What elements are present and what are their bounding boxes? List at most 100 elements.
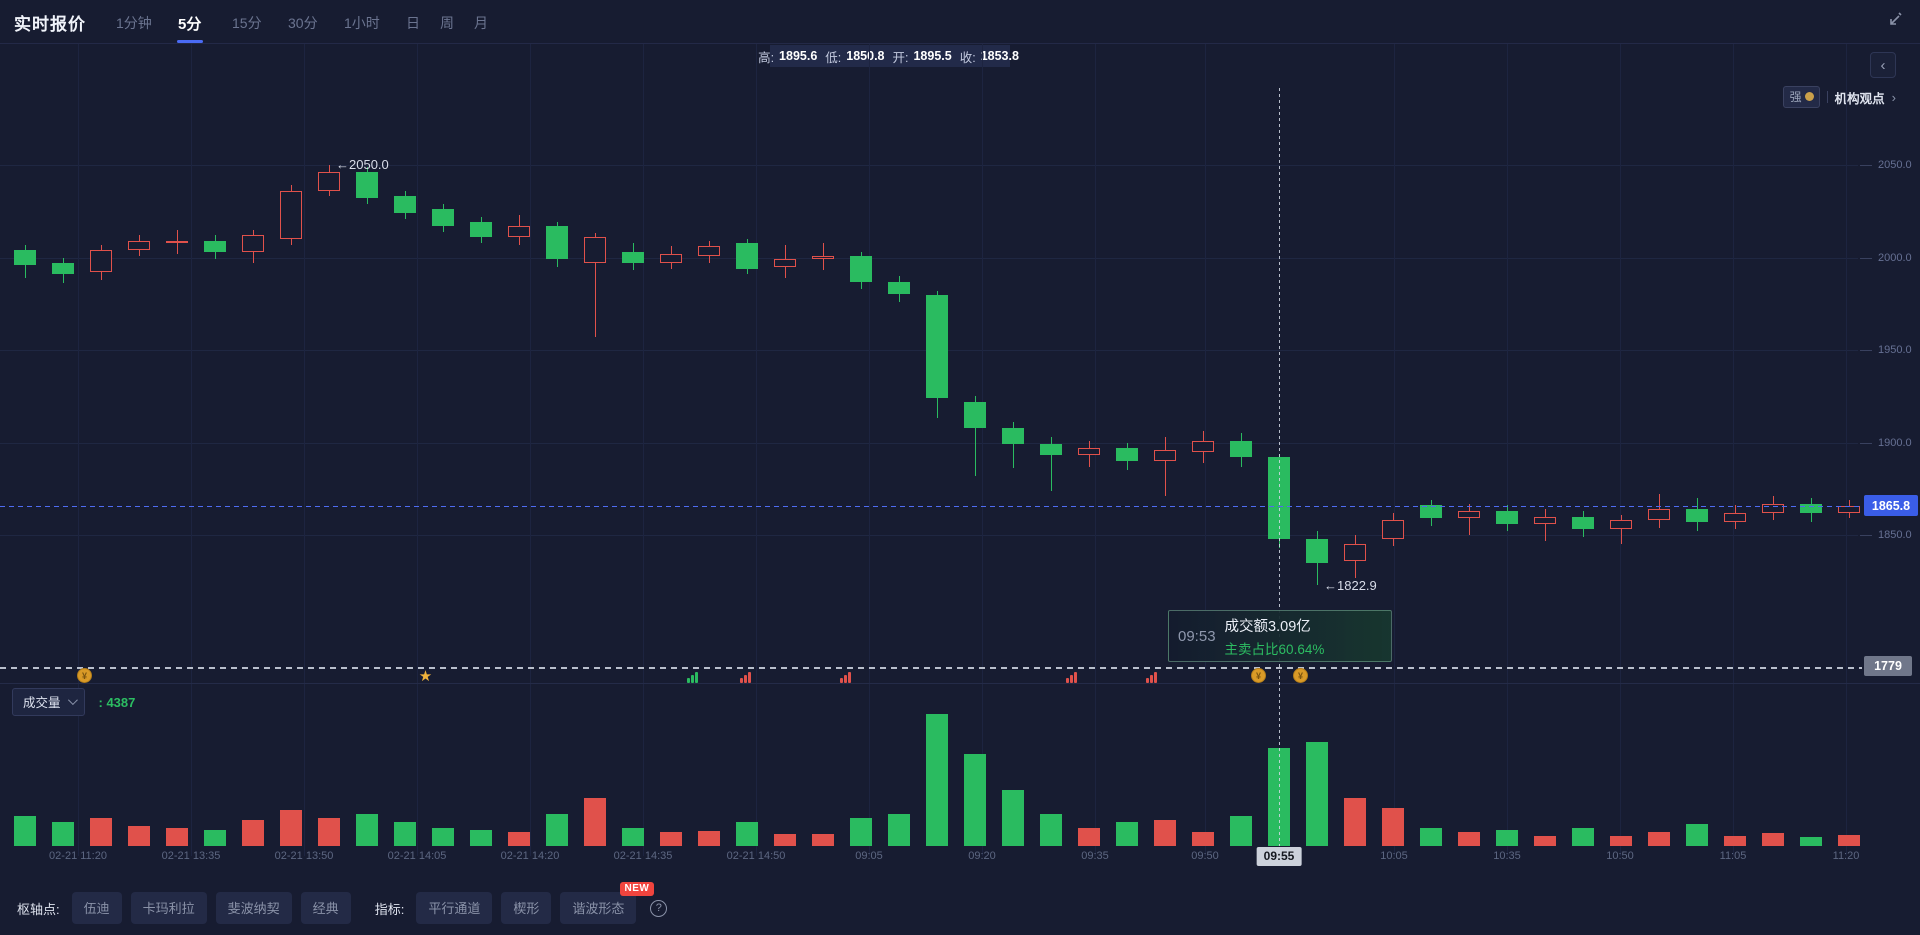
candle-body bbox=[52, 263, 74, 275]
volume-indicator-button[interactable]: 成交量 bbox=[12, 688, 85, 716]
coin-icon bbox=[1804, 92, 1814, 101]
pivot-classic-button[interactable]: 经典 bbox=[300, 892, 351, 924]
pivot-fibonacci-button[interactable]: 斐波纳契 bbox=[215, 892, 292, 924]
sell-signal-marker[interactable] bbox=[1144, 668, 1159, 683]
volume-bar bbox=[52, 822, 74, 846]
time-gridline bbox=[78, 44, 79, 856]
time-gridline bbox=[982, 44, 983, 856]
low-value: 1850.8 bbox=[846, 49, 885, 63]
volume-bar bbox=[1458, 832, 1480, 846]
open-label: 开: bbox=[892, 50, 909, 65]
candle-body bbox=[1420, 505, 1442, 519]
x-axis-label: 02-21 11:20 bbox=[49, 850, 107, 862]
close-value: 1853.8 bbox=[980, 49, 1019, 63]
tab-5min[interactable]: 5分 bbox=[176, 13, 203, 43]
candle-body bbox=[1534, 516, 1556, 524]
price-annotation: ←1822.9 bbox=[1324, 577, 1377, 593]
candle-wick bbox=[1620, 514, 1622, 545]
timeframe-toolbar: 实时报价 1分钟 5分 15分 30分 1小时 日 周 月 bbox=[0, 0, 1920, 43]
volume-value: : 4387 bbox=[98, 694, 136, 710]
time-gridline bbox=[1394, 44, 1395, 856]
strength-badge[interactable]: 强 bbox=[1782, 86, 1820, 108]
candle-body bbox=[432, 209, 454, 227]
sell-signal-marker[interactable] bbox=[738, 668, 753, 683]
candlestick-chart[interactable]: 2050.0 2000.0 1950.0 1900.0 1850.0 ←2050.0 ←18… bbox=[0, 44, 1920, 856]
tooltip-turnover: 成交额3.09亿 bbox=[1224, 618, 1311, 635]
tab-week[interactable]: 周 bbox=[440, 15, 454, 31]
candle-body bbox=[204, 240, 226, 252]
open-value: 1895.5 bbox=[913, 49, 952, 63]
candle-body bbox=[546, 226, 568, 260]
volume-bar bbox=[508, 832, 530, 846]
candle-body bbox=[318, 172, 340, 191]
candle-wick bbox=[1468, 503, 1470, 535]
gold-coin-marker[interactable]: ¥ bbox=[77, 668, 92, 683]
candle-body bbox=[1078, 448, 1100, 456]
star-marker[interactable]: ★ bbox=[418, 667, 433, 685]
time-gridline bbox=[1733, 44, 1734, 856]
time-gridline bbox=[1507, 44, 1508, 856]
tab-month[interactable]: 月 bbox=[474, 15, 488, 31]
lower-bound-line bbox=[0, 667, 1862, 669]
tab-1min[interactable]: 1分钟 bbox=[116, 15, 152, 31]
x-axis-label: 02-21 14:20 bbox=[500, 850, 560, 862]
volume-bar bbox=[1534, 836, 1556, 846]
volume-bar bbox=[1724, 836, 1746, 846]
chevron-down-icon bbox=[67, 695, 78, 706]
volume-pane-header: 成交量 : 4387 bbox=[12, 688, 135, 716]
institution-row: 强 机构观点 › bbox=[1782, 86, 1896, 108]
candle-body bbox=[926, 294, 948, 399]
pivot-label: 枢轴点: bbox=[17, 901, 60, 917]
tab-15min[interactable]: 15分 bbox=[232, 15, 262, 31]
page-title: 实时报价 bbox=[14, 15, 86, 34]
collapse-arrow-icon[interactable] bbox=[1884, 11, 1904, 31]
x-axis-label: 02-21 13:35 bbox=[161, 850, 221, 862]
y-tick-label: 1900.0 bbox=[1878, 436, 1912, 449]
pivot-camarilla-button[interactable]: 卡玛利拉 bbox=[130, 892, 207, 924]
candle-body bbox=[1192, 440, 1214, 452]
gold-coin-marker[interactable]: ¥ bbox=[1251, 668, 1266, 683]
volume-bar bbox=[546, 814, 568, 846]
indicator-wedge-button[interactable]: 楔形 bbox=[501, 892, 552, 924]
x-axis-label: 09:05 bbox=[855, 850, 883, 862]
tab-30min[interactable]: 30分 bbox=[288, 15, 318, 31]
volume-bar bbox=[1762, 833, 1784, 846]
pivot-woodie-button[interactable]: 伍迪 bbox=[71, 892, 122, 924]
indicator-harmonic-button[interactable]: 谐波形态 NEW bbox=[560, 882, 655, 924]
panel-collapse-button[interactable]: ‹ bbox=[1870, 52, 1896, 78]
time-gridline bbox=[1846, 44, 1847, 856]
volume-bar bbox=[1040, 814, 1062, 846]
institution-view-link[interactable]: 机构观点 bbox=[1834, 91, 1885, 106]
y-tick bbox=[1860, 535, 1872, 536]
active-tab-underline bbox=[176, 40, 203, 43]
x-axis-label: 09:35 bbox=[1081, 850, 1109, 862]
sell-signal-marker[interactable] bbox=[838, 668, 853, 683]
indicator-parallel-channel-button[interactable]: 平行通道 bbox=[416, 892, 493, 924]
current-price-badge: 1865.8 bbox=[1864, 495, 1918, 516]
candle-body bbox=[280, 190, 302, 239]
volume-bar bbox=[128, 826, 150, 846]
candle-wick bbox=[594, 233, 596, 338]
pane-separator bbox=[0, 683, 1920, 684]
x-axis-label: 10:50 bbox=[1606, 850, 1634, 862]
candle-body bbox=[1762, 503, 1784, 513]
tab-1hour[interactable]: 1小时 bbox=[344, 15, 380, 31]
volume-bar bbox=[1420, 828, 1442, 846]
y-tick bbox=[1860, 257, 1872, 259]
volume-bar bbox=[812, 834, 834, 846]
volume-bar bbox=[1230, 816, 1252, 846]
candle-body bbox=[964, 401, 986, 428]
candle-body bbox=[584, 237, 606, 264]
y-tick-label: 1950.0 bbox=[1878, 344, 1912, 356]
price-gridline bbox=[0, 165, 1858, 166]
candle-body bbox=[356, 172, 378, 199]
volume-bar bbox=[1648, 832, 1670, 846]
tab-day[interactable]: 日 bbox=[406, 15, 420, 31]
help-icon[interactable]: ? bbox=[650, 899, 668, 917]
volume-bar bbox=[1572, 828, 1594, 846]
candle-body bbox=[1116, 448, 1138, 461]
sell-signal-marker[interactable] bbox=[1064, 668, 1079, 683]
volume-bar bbox=[1344, 798, 1366, 846]
buy-signal-marker[interactable] bbox=[685, 668, 700, 683]
gold-coin-marker[interactable]: ¥ bbox=[1293, 668, 1308, 683]
